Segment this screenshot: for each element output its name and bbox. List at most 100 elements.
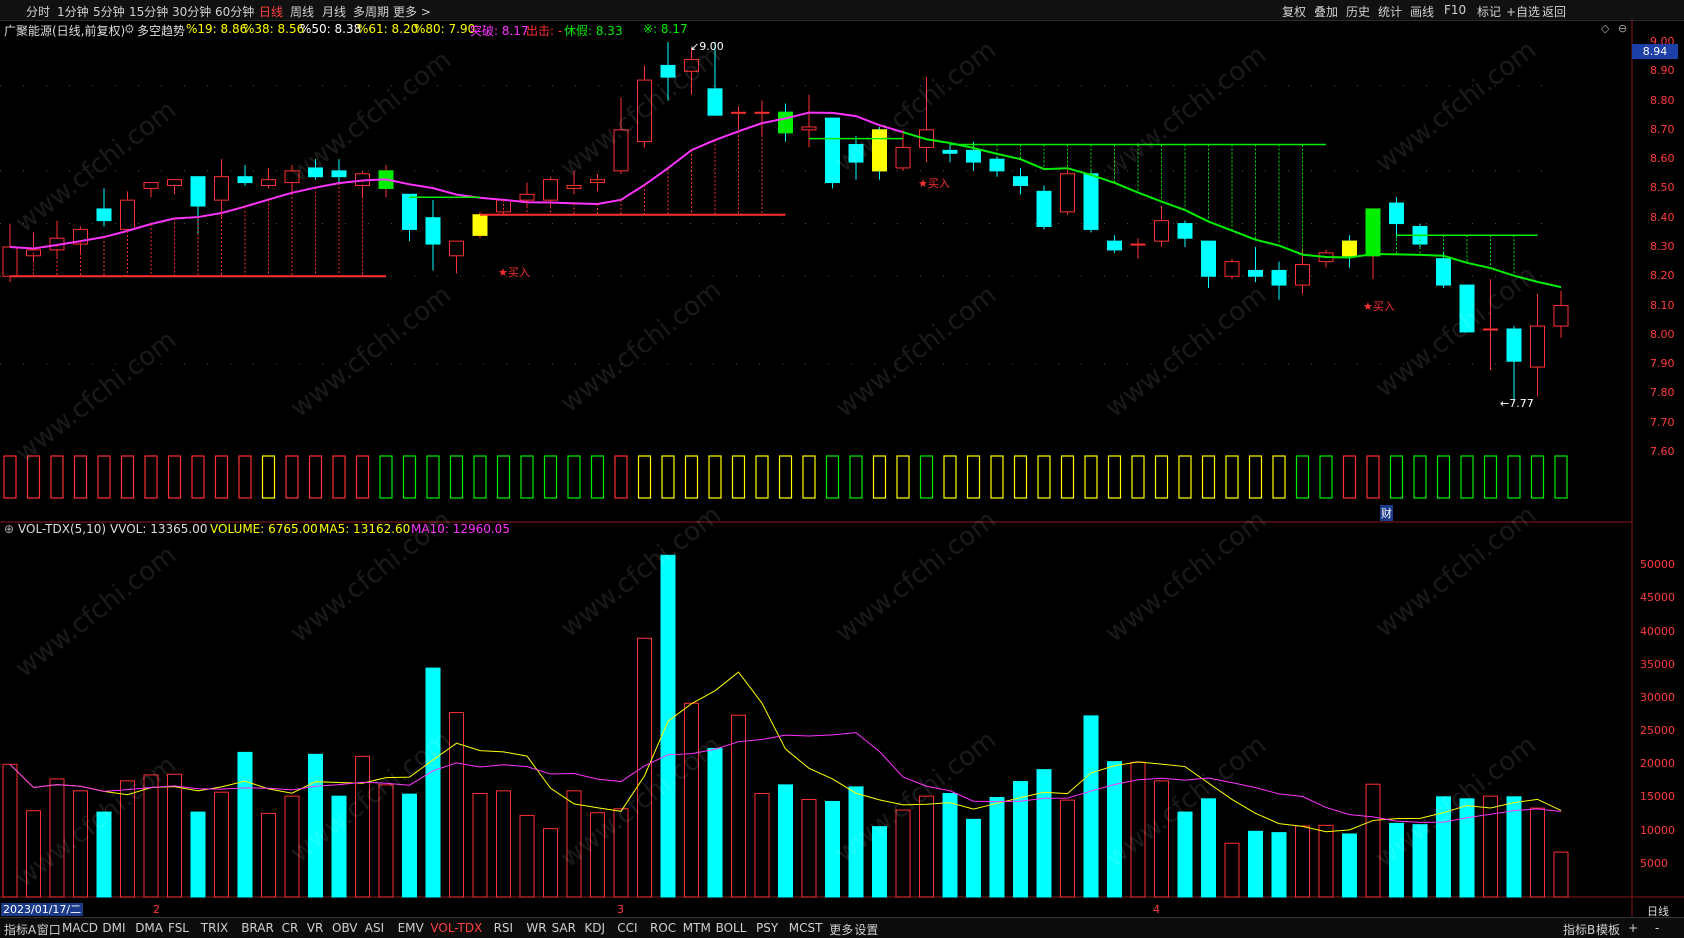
period-tab-1min[interactable]: 1分钟 [57, 5, 89, 19]
tool-restore-rights[interactable]: 复权 [1282, 5, 1307, 19]
signal-box [50, 455, 64, 499]
candle-body [590, 179, 605, 184]
collapse-icon[interactable]: ⊖ [1618, 22, 1628, 35]
buy-signal-2: ★买入 [918, 177, 950, 190]
tool-overlay[interactable]: 叠加 [1314, 5, 1339, 19]
indicator-tab-21[interactable]: BOLL [715, 921, 747, 935]
signal-box [802, 455, 816, 499]
tool-statistics[interactable]: 统计 [1378, 5, 1403, 19]
indicator-tab-8[interactable]: CR [281, 921, 299, 935]
indicator-tab-18[interactable]: CCI [617, 921, 638, 935]
tool-back[interactable]: 返回 [1542, 5, 1567, 19]
candle-body [801, 126, 817, 131]
indicator-tab-7[interactable]: BRAR [241, 921, 274, 935]
signal-box [1272, 455, 1286, 499]
month-mark-2: 2 [153, 903, 160, 916]
indicator-right-1[interactable]: 模板 [1596, 923, 1621, 937]
indicator-tab-12[interactable]: EMV [397, 921, 424, 935]
indicator-tab-23[interactable]: MCST [788, 921, 823, 935]
indicator-tab-10[interactable]: OBV [332, 921, 358, 935]
signal-box [1342, 455, 1357, 499]
candle-body [1553, 305, 1569, 327]
indicator-tab-14[interactable]: RSI [493, 921, 514, 935]
volume-bar [778, 784, 793, 898]
indicator-tab-15[interactable]: WR [526, 921, 547, 935]
indicator-tab-22[interactable]: PSY [756, 921, 779, 935]
indicator-tab-24[interactable]: 更多 [829, 923, 854, 937]
indicator-right-3[interactable]: - [1655, 921, 1660, 935]
period-tab-15min[interactable]: 15分钟 [129, 5, 169, 19]
tool-history[interactable]: 历史 [1346, 5, 1371, 19]
candle-body [425, 217, 441, 245]
indicator-tab-19[interactable]: ROC [650, 921, 677, 935]
settings-gear-icon[interactable]: ⚙ [124, 22, 135, 36]
indicator-tab-9[interactable]: VR [306, 921, 324, 935]
candle-body [1389, 202, 1404, 225]
volume-bar [96, 811, 112, 898]
candle-body [1177, 223, 1193, 239]
period-tab-weekly[interactable]: 周线 [290, 5, 315, 19]
volume-tick: 30000 [1640, 690, 1675, 704]
candle-body [496, 199, 511, 213]
volume-bar [1013, 781, 1028, 898]
indicator-right-0[interactable]: 指标B [1563, 923, 1596, 937]
indicator-tab-17[interactable]: KDJ [584, 921, 606, 935]
candle-body [754, 111, 770, 114]
indicator-tab-0[interactable]: 指标A [4, 923, 37, 937]
period-tab-fenshi[interactable]: 分时 [26, 5, 51, 19]
volume-bar [1483, 795, 1498, 898]
diamond-icon[interactable]: ◇ [1601, 22, 1610, 35]
vol-indicator[interactable]: VOL-TDX(5,10) [18, 522, 107, 536]
indicator-tab-1[interactable]: 窗口 [36, 923, 61, 937]
volume-bar [1365, 783, 1381, 898]
candle-body [825, 117, 840, 184]
indicator-tab-16[interactable]: SAR [551, 921, 576, 935]
tool-mark[interactable]: 标记 [1477, 5, 1502, 19]
volume-tick: 45000 [1640, 591, 1675, 605]
indicator-tab-13[interactable]: VOL-TDX [430, 921, 483, 935]
signal-box [1060, 455, 1075, 499]
signal-box [1013, 455, 1028, 499]
indicator-tab-11[interactable]: ASI [364, 921, 385, 935]
period-tab-monthly[interactable]: 月线 [322, 5, 347, 19]
finance-marker[interactable]: 财 [1380, 505, 1393, 521]
period-tab-more[interactable]: 更多 > [393, 5, 431, 19]
indicator-right-2[interactable]: + [1628, 921, 1639, 935]
indicator-name[interactable]: 多空趋势 [137, 24, 186, 38]
price-tick: 8.50 [1650, 181, 1675, 195]
signal-box [1389, 455, 1404, 499]
candle-body [190, 176, 206, 207]
signal-box [543, 455, 558, 499]
signal-box [778, 455, 793, 499]
period-tab-60min[interactable]: 60分钟 [215, 5, 255, 19]
period-tab-30min[interactable]: 30分钟 [172, 5, 212, 19]
volume-bar [895, 809, 911, 898]
signal-box [144, 455, 158, 499]
candle-body [519, 193, 535, 201]
indicator-tab-6[interactable]: TRIX [200, 921, 229, 935]
price-tick: 8.10 [1650, 298, 1675, 312]
indicator-tab-3[interactable]: DMI [102, 921, 126, 935]
tool-drawing[interactable]: 画线 [1410, 5, 1435, 19]
candle-body [637, 79, 652, 143]
indicator-tab-20[interactable]: MTM [682, 921, 711, 935]
volume-bar [1248, 830, 1263, 898]
expand-icon[interactable]: ⊕ [4, 522, 15, 536]
indicator-tab-4[interactable]: DMA [135, 921, 163, 935]
signal-box [849, 455, 863, 499]
ma-line-magenta [9, 111, 904, 250]
indicator-tab-5[interactable]: FSL [168, 921, 189, 935]
tool-add-watchlist[interactable]: +自选 [1506, 5, 1541, 19]
candle-body [1013, 176, 1028, 186]
volume-tick: 5000 [1640, 856, 1668, 870]
indicator-tab-2[interactable]: MACD [62, 921, 98, 935]
chart-canvas[interactable] [0, 20, 1684, 917]
tool-f10[interactable]: F10 [1444, 3, 1467, 17]
period-tab-daily[interactable]: 日线 [259, 5, 284, 19]
value-breakout: 突破: 8.17 [470, 24, 529, 38]
volume-bar [1295, 825, 1310, 898]
period-tab-multi[interactable]: 多周期 [353, 5, 390, 19]
candle-body [1083, 173, 1099, 230]
period-tab-5min[interactable]: 5分钟 [93, 5, 125, 19]
indicator-tab-25[interactable]: 设置 [854, 923, 879, 937]
